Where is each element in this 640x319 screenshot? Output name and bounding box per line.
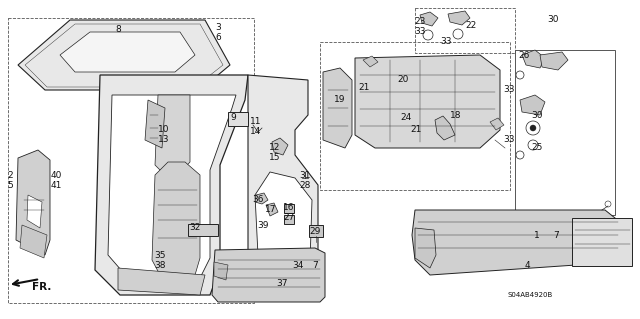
Polygon shape: [520, 95, 545, 115]
Text: 33: 33: [440, 38, 452, 47]
Text: 39: 39: [257, 220, 269, 229]
Polygon shape: [435, 116, 455, 140]
Polygon shape: [412, 210, 622, 275]
Polygon shape: [272, 138, 288, 155]
Text: 31: 31: [300, 170, 311, 180]
Text: 25: 25: [531, 144, 543, 152]
Text: 36: 36: [252, 196, 264, 204]
Text: 33: 33: [414, 27, 426, 36]
Bar: [515, 50, 615, 215]
Text: 23: 23: [414, 18, 426, 26]
Text: 33: 33: [503, 85, 515, 94]
Bar: [320, 42, 510, 190]
Polygon shape: [248, 75, 318, 290]
Text: 41: 41: [51, 181, 61, 189]
Polygon shape: [152, 162, 200, 275]
Text: 33: 33: [503, 136, 515, 145]
Text: 27: 27: [284, 213, 294, 222]
Text: 19: 19: [334, 95, 346, 105]
Polygon shape: [490, 118, 504, 130]
Text: 4: 4: [524, 262, 530, 271]
Polygon shape: [355, 55, 500, 148]
Polygon shape: [522, 50, 545, 68]
Polygon shape: [420, 12, 438, 26]
Text: 20: 20: [397, 76, 409, 85]
Text: 30: 30: [547, 16, 559, 25]
Polygon shape: [16, 150, 50, 255]
Polygon shape: [323, 68, 352, 148]
Text: FR.: FR.: [32, 282, 52, 292]
Text: 30: 30: [531, 110, 543, 120]
Text: 13: 13: [158, 136, 170, 145]
Text: 15: 15: [269, 153, 281, 162]
Text: 16: 16: [284, 204, 295, 212]
Bar: [284, 215, 294, 224]
Text: 17: 17: [265, 205, 276, 214]
Text: 21: 21: [358, 84, 370, 93]
Polygon shape: [415, 228, 436, 268]
Bar: [284, 204, 294, 213]
Polygon shape: [27, 195, 42, 228]
Text: 29: 29: [309, 227, 321, 236]
Polygon shape: [212, 248, 325, 302]
Text: 3: 3: [215, 24, 221, 33]
Polygon shape: [266, 203, 278, 216]
Text: 40: 40: [51, 170, 61, 180]
Text: 32: 32: [189, 224, 201, 233]
Text: 26: 26: [518, 50, 530, 60]
Text: 6: 6: [215, 33, 221, 42]
Text: 7: 7: [312, 262, 318, 271]
Bar: [188, 224, 218, 236]
Text: S04AB4920B: S04AB4920B: [508, 292, 552, 298]
Polygon shape: [60, 32, 195, 72]
Bar: [572, 218, 632, 266]
Polygon shape: [448, 11, 470, 25]
Text: 18: 18: [451, 110, 461, 120]
Polygon shape: [155, 95, 190, 260]
Polygon shape: [108, 95, 236, 278]
Text: 21: 21: [410, 125, 422, 135]
Text: 1: 1: [534, 231, 540, 240]
Polygon shape: [145, 100, 165, 148]
Text: 28: 28: [300, 181, 310, 189]
Text: 5: 5: [7, 181, 13, 189]
Polygon shape: [214, 262, 228, 280]
Text: 34: 34: [292, 262, 304, 271]
Polygon shape: [95, 75, 248, 295]
Text: 11: 11: [250, 117, 262, 127]
Text: 7: 7: [553, 231, 559, 240]
Polygon shape: [540, 52, 568, 70]
Bar: [415, 8, 515, 53]
Text: 14: 14: [250, 128, 262, 137]
Polygon shape: [363, 56, 378, 67]
Polygon shape: [20, 225, 47, 258]
Circle shape: [303, 185, 307, 189]
Bar: [8, 18, 254, 303]
Circle shape: [530, 125, 536, 131]
Text: 8: 8: [115, 26, 121, 34]
Polygon shape: [18, 20, 230, 90]
Text: 22: 22: [465, 21, 477, 31]
Bar: [309, 225, 323, 237]
Polygon shape: [255, 193, 268, 204]
Text: 35: 35: [154, 250, 166, 259]
Polygon shape: [255, 172, 312, 282]
Text: 9: 9: [230, 114, 236, 122]
Text: 38: 38: [154, 261, 166, 270]
Text: 12: 12: [269, 144, 281, 152]
Text: 10: 10: [158, 125, 170, 135]
Text: 37: 37: [276, 278, 288, 287]
Text: 24: 24: [401, 114, 412, 122]
Bar: [228, 112, 248, 126]
Text: 2: 2: [7, 170, 13, 180]
Polygon shape: [118, 268, 205, 295]
